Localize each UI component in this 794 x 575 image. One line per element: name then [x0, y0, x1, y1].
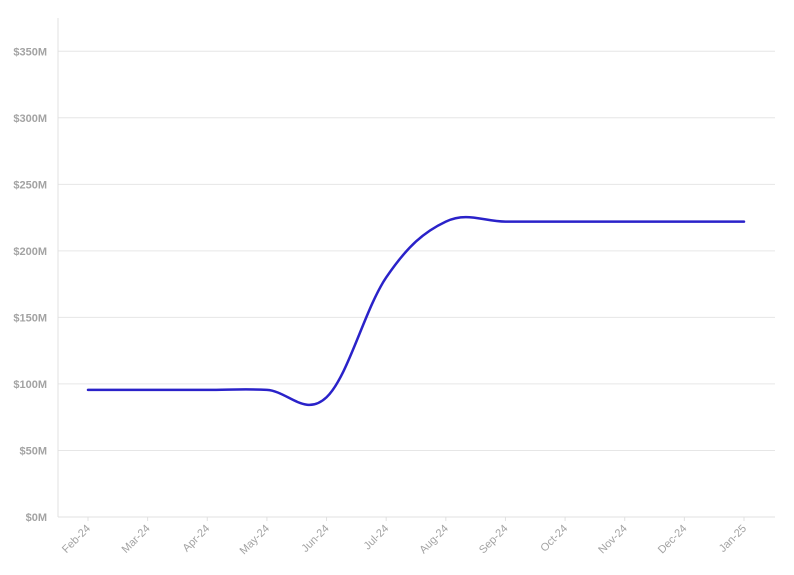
x-tick-label: Feb-24	[60, 523, 93, 556]
y-tick-label: $0M	[26, 512, 47, 524]
gridlines	[58, 50, 775, 451]
y-tick-label: $100M	[13, 379, 47, 391]
y-tick-label: $200M	[13, 246, 47, 258]
x-tick-label: Jul-24	[362, 523, 392, 553]
y-tick-label: $250M	[13, 179, 47, 191]
x-tick-label: Jun-24	[299, 523, 331, 555]
x-tick-label: Oct-24	[538, 523, 570, 555]
x-tick-label: Nov-24	[596, 523, 630, 557]
y-tick-label: $350M	[13, 46, 47, 58]
series-line	[86, 215, 746, 407]
x-tick-label: Jan-25	[717, 523, 749, 555]
x-tick-label: Apr-24	[181, 523, 213, 555]
x-tick-label: Mar-24	[120, 523, 153, 556]
x-tick-label: May-24	[238, 523, 272, 557]
axes	[57, 18, 775, 518]
y-tick-label: $50M	[19, 445, 47, 457]
series-lines	[86, 215, 746, 407]
x-tick-label: Sep-24	[477, 523, 511, 557]
y-tick-label: $300M	[13, 113, 47, 125]
x-tick-labels: Feb-24 Mar-24 Apr-24 May-24 Jun-24 Jul-24 Aug-…	[60, 517, 749, 557]
y-tick-label: $150M	[13, 312, 47, 324]
x-tick-label: Dec-24	[656, 523, 690, 557]
x-tick-label: Aug-24	[417, 523, 451, 557]
y-tick-labels: $0M $50M $100M $150M $200M $250M $300M $350M	[13, 46, 47, 524]
